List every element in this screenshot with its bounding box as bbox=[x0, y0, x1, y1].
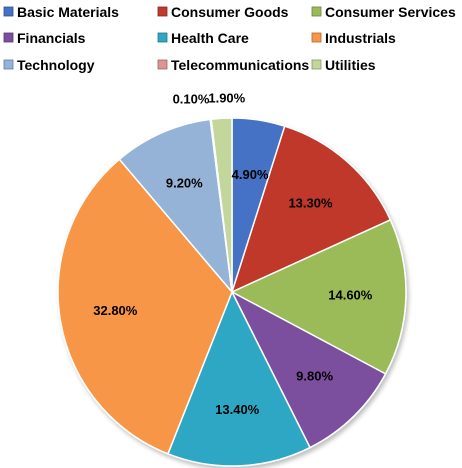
data-label-health-care: 13.40% bbox=[215, 402, 260, 417]
pie-slice-financials bbox=[230, 290, 387, 449]
data-label-utilities: 1.90% bbox=[208, 90, 245, 105]
legend-swatch-basic-materials bbox=[3, 6, 14, 17]
legend-label-consumer-services: Consumer Services bbox=[325, 4, 456, 20]
legend-item-telecommunications: Telecommunications bbox=[157, 57, 309, 73]
legend-label-consumer-goods: Consumer Goods bbox=[171, 4, 289, 20]
legend-swatch-consumer-goods bbox=[157, 6, 168, 17]
legend-item-health-care: Health Care bbox=[157, 30, 249, 46]
pie-slice-health-care bbox=[166, 290, 312, 467]
pie-slice-consumer-services bbox=[230, 218, 407, 375]
data-label-telecommunications: 0.10% bbox=[173, 91, 210, 106]
legend-swatch-health-care bbox=[157, 32, 168, 43]
pie-slice-utilities bbox=[210, 117, 233, 293]
legend-swatch-industrials bbox=[311, 32, 322, 43]
legend-item-basic-materials: Basic Materials bbox=[3, 4, 119, 20]
data-label-industrials: 32.80% bbox=[93, 303, 138, 318]
pie-slice-consumer-goods bbox=[230, 125, 392, 294]
data-labels: 4.90% 13.30% 14.60% 9.80% 13.40% 32.80% 9.20% 0… bbox=[93, 90, 373, 417]
legend-label-financials: Financials bbox=[17, 30, 86, 46]
data-label-basic-materials: 4.90% bbox=[232, 167, 269, 182]
legend-item-consumer-services: Consumer Services bbox=[311, 4, 456, 20]
data-label-consumer-services: 14.60% bbox=[328, 288, 373, 303]
legend-swatch-financials bbox=[3, 32, 14, 43]
legend-label-health-care: Health Care bbox=[171, 30, 249, 46]
legend-label-technology: Technology bbox=[17, 57, 95, 73]
legend-label-industrials: Industrials bbox=[325, 30, 396, 46]
legend: Basic Materials Consumer Goods Consumer Se… bbox=[3, 4, 456, 73]
pie-slice-technology bbox=[118, 118, 234, 295]
legend-label-utilities: Utilities bbox=[325, 57, 376, 73]
legend-swatch-consumer-services bbox=[311, 6, 322, 17]
legend-label-basic-materials: Basic Materials bbox=[17, 4, 119, 20]
pie-slice-industrials bbox=[57, 158, 233, 455]
legend-item-technology: Technology bbox=[3, 57, 95, 73]
data-label-financials: 9.80% bbox=[296, 369, 333, 384]
data-label-consumer-goods: 13.30% bbox=[288, 196, 333, 211]
legend-swatch-utilities bbox=[311, 59, 322, 70]
legend-item-utilities: Utilities bbox=[311, 57, 376, 73]
legend-item-consumer-goods: Consumer Goods bbox=[157, 4, 289, 20]
legend-label-telecommunications: Telecommunications bbox=[171, 57, 309, 73]
legend-swatch-technology bbox=[3, 59, 14, 70]
legend-item-industrials: Industrials bbox=[311, 30, 396, 46]
pie-slices bbox=[57, 117, 407, 467]
legend-swatch-telecommunications bbox=[157, 59, 168, 70]
data-label-technology: 9.20% bbox=[166, 176, 203, 191]
legend-item-financials: Financials bbox=[3, 30, 86, 46]
